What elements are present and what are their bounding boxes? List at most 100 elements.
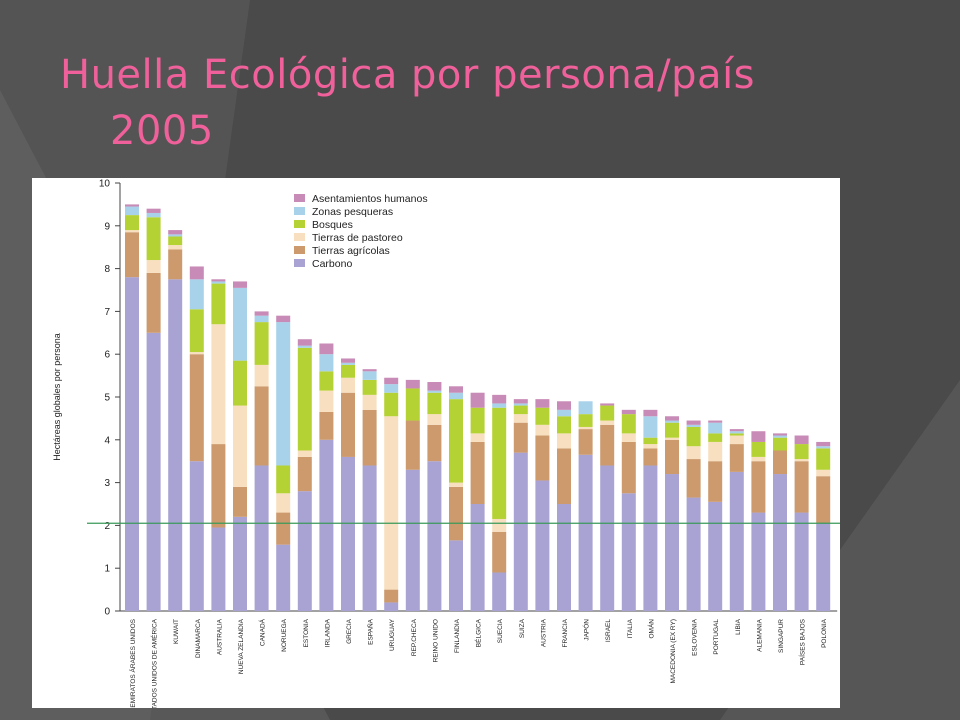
bar-segment [773, 437, 787, 451]
bar-segment [384, 384, 399, 393]
bar-segment [600, 424, 615, 466]
legend-swatch [294, 246, 305, 254]
bar-segment [211, 527, 226, 611]
bar-segment [470, 407, 485, 434]
bar-segment [816, 476, 831, 524]
x-tick-label: SUECIA [497, 618, 504, 643]
x-tick-label: ESTONIA [303, 618, 310, 647]
bar-segment [384, 392, 399, 417]
bar-segment [665, 437, 679, 440]
bar-segment [449, 386, 463, 393]
bar-segment [189, 309, 204, 353]
bar-segment [686, 426, 701, 447]
bar-segment [686, 446, 701, 460]
bar-segment [600, 405, 615, 421]
bar-segment [362, 394, 377, 410]
bar-segment [319, 343, 334, 355]
bar-segment [578, 426, 593, 430]
bar-segment [535, 424, 550, 436]
x-tick-label: ESLOVENIA [692, 618, 699, 656]
bar-segment [513, 405, 528, 415]
bar-segment [254, 364, 269, 387]
bar-segment [492, 531, 507, 573]
y-tick-label: 3 [104, 478, 110, 489]
bar-segment [427, 414, 442, 425]
bar-segment [211, 281, 226, 284]
bar-segment [621, 433, 636, 442]
bar-segment [643, 448, 658, 466]
x-tick-label: POLONIA [821, 618, 828, 648]
bar-segment [773, 450, 787, 475]
bar-segment [189, 279, 204, 310]
bar-segment [405, 420, 420, 470]
bar-segment [665, 422, 679, 438]
bar-segment [211, 444, 226, 528]
y-tick-label: 1 [104, 564, 110, 575]
bar-segment [319, 411, 334, 440]
bar-segment [168, 234, 183, 237]
x-tick-label: IRLANDA [324, 618, 331, 647]
bar-segment [297, 345, 312, 348]
bar-segment [276, 493, 291, 513]
x-tick-label: ISRAEL [605, 619, 612, 643]
x-tick-label: FRANCIA [562, 618, 569, 647]
bar-segment [621, 493, 636, 611]
x-tick-label: URUGUAY [389, 618, 396, 651]
bar-segment [729, 429, 744, 432]
bar-segment [794, 461, 809, 513]
x-tick-label: REP.CHECA [411, 618, 418, 656]
bar-segment [405, 469, 420, 611]
bar-segment [686, 459, 701, 498]
bar-segment [449, 486, 463, 541]
bar-segment [297, 339, 312, 346]
bar-segment [254, 465, 269, 611]
y-axis-label: Hectáreas globales por persona [52, 333, 62, 461]
chart-panel: 0 1 2 3 4 5 6 7 8 9 10 Hectáreas globales por perso… [32, 178, 840, 708]
x-tick-label: AUSTRALIA [216, 618, 223, 655]
bar-segment [470, 433, 485, 442]
bar-segment [643, 416, 658, 438]
bar-segment [535, 407, 550, 425]
x-tick-label: OMÁN [646, 619, 655, 639]
bar-segment [319, 439, 334, 611]
bar-segment [708, 441, 723, 462]
bar-segment [384, 602, 399, 611]
bar-segment [794, 444, 809, 460]
x-tick-label: PAÍSES BAJOS [798, 618, 807, 665]
x-tick-label: GRECIA [346, 618, 353, 644]
x-tick-label: ALEMANIA [756, 618, 763, 652]
bar-segment [621, 414, 636, 434]
bar-segment [665, 416, 679, 421]
x-tick-label: AUSTRIA [540, 618, 547, 647]
x-tick-label: SINGAPUR [778, 619, 785, 653]
bar-segment [816, 446, 831, 449]
bar-segment [535, 480, 550, 611]
bar-segment [535, 435, 550, 481]
bar-segment [146, 217, 161, 261]
bar-segment [708, 433, 723, 442]
y-tick-label: 5 [104, 393, 110, 404]
legend-label: Bosques [312, 219, 353, 231]
bar-segment [708, 420, 723, 423]
bar-segment [319, 390, 334, 412]
legend-swatch [294, 220, 305, 228]
bar-segment [125, 230, 139, 233]
x-tick-label: MACEDONIA (EX RY) [670, 619, 677, 684]
bar-segment [276, 465, 291, 494]
bar-segment [125, 206, 139, 216]
bar-segment [794, 435, 809, 445]
bar-segment [233, 486, 247, 517]
x-tick-label: FINLANDIA [454, 618, 461, 653]
bar-segment [794, 512, 809, 611]
bar-segment [729, 471, 744, 611]
bar-segment [319, 371, 334, 391]
bar-segment [794, 459, 809, 462]
bar-segment [319, 354, 334, 372]
bar-segment [297, 450, 312, 457]
bar-segment [362, 379, 377, 395]
bar-segment [578, 401, 593, 415]
bar-segment [427, 461, 442, 611]
x-tick-label: NORUEGA [281, 618, 288, 652]
bar-segment [341, 377, 355, 393]
bar-segment [297, 491, 312, 611]
